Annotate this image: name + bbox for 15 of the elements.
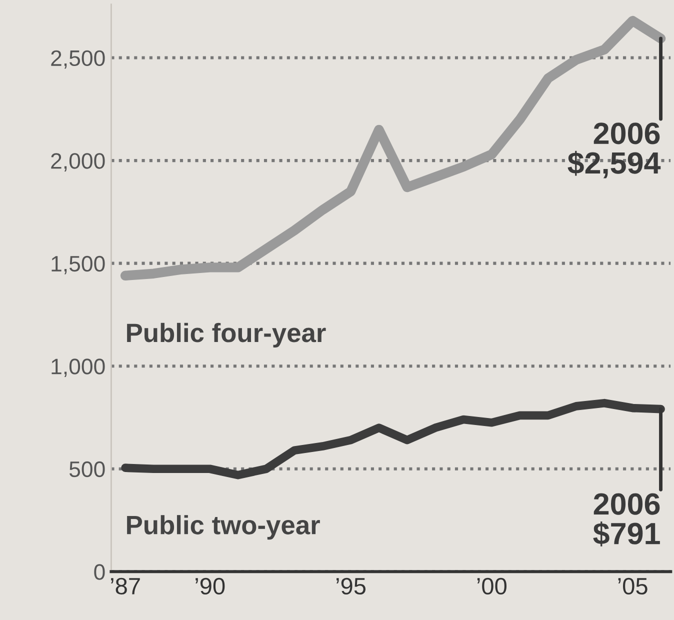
y-tick-label: 0 — [94, 564, 105, 580]
x-tick-label: ’00 — [477, 578, 507, 595]
annotation: 2006 $2,594 — [568, 122, 661, 178]
y-tick-label: 500 — [69, 461, 105, 478]
y-tick-label: 1,500 — [52, 256, 105, 274]
y-tick-label: 2,500 — [51, 50, 105, 69]
y-tick-label: 2,000 — [51, 153, 105, 172]
x-tick-label: ’90 — [196, 578, 225, 595]
x-tick-label: ’05 — [618, 578, 648, 595]
series-label: Public four-year — [127, 322, 326, 348]
series-label: Public two-year — [127, 515, 320, 540]
x-tick-label: ’87 — [111, 578, 140, 595]
y-tick-label: 1,000 — [52, 358, 105, 377]
x-tick-label: ’95 — [336, 578, 366, 595]
annotation: 2006 $791 — [593, 493, 660, 546]
